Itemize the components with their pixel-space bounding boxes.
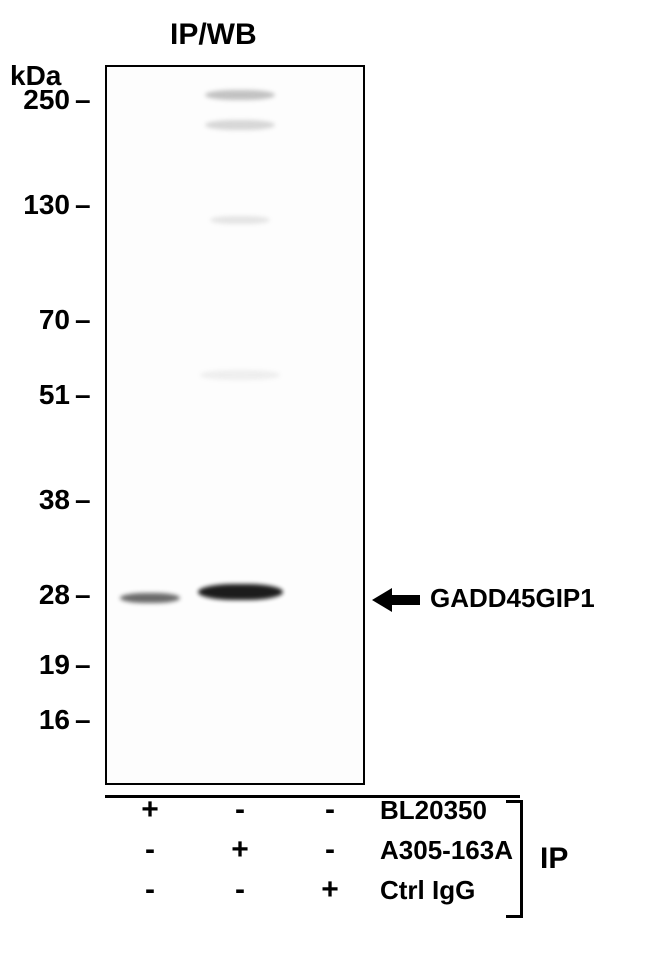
mark-r0-c0: +	[135, 793, 165, 827]
ip-antibody-0: BL20350	[380, 795, 487, 826]
mw-tick-28: –	[75, 579, 91, 611]
mw-tick-70: –	[75, 304, 91, 336]
blot-membrane	[105, 65, 365, 785]
mw-tick-19: –	[75, 649, 91, 681]
mw-marker-19: 19	[10, 649, 70, 681]
arrow-shaft	[392, 595, 420, 605]
band-1	[198, 584, 283, 600]
mark-r1-c1: +	[225, 833, 255, 867]
mw-tick-16: –	[75, 704, 91, 736]
band-5	[200, 370, 280, 380]
mw-marker-28: 28	[10, 579, 70, 611]
figure-container: IP/WB kDa GADD45GIP1 IP 250–130–70–51–38…	[0, 0, 650, 954]
band-4	[210, 216, 270, 224]
mark-r2-c2: +	[315, 873, 345, 907]
figure-title: IP/WB	[170, 18, 257, 52]
ip-antibody-2: Ctrl IgG	[380, 875, 475, 906]
mw-marker-51: 51	[10, 379, 70, 411]
mark-r1-c0: -	[135, 833, 165, 867]
mark-r1-c2: -	[315, 833, 345, 867]
band-2	[205, 90, 275, 100]
ip-antibody-1: A305-163A	[380, 835, 513, 866]
ip-group-label: IP	[540, 842, 568, 876]
band-3	[205, 120, 275, 130]
target-protein-label: GADD45GIP1	[430, 583, 595, 614]
ip-bracket-top	[506, 800, 523, 803]
mw-tick-38: –	[75, 484, 91, 516]
ip-bracket-vertical	[520, 800, 523, 915]
mark-r2-c0: -	[135, 873, 165, 907]
mw-tick-130: –	[75, 189, 91, 221]
arrow-head-icon	[372, 588, 392, 612]
band-0	[120, 593, 180, 603]
mw-marker-16: 16	[10, 704, 70, 736]
mw-tick-51: –	[75, 379, 91, 411]
mark-r0-c1: -	[225, 793, 255, 827]
mark-r2-c1: -	[225, 873, 255, 907]
mw-marker-250: 250	[10, 84, 70, 116]
mw-tick-250: –	[75, 84, 91, 116]
mw-marker-130: 130	[10, 189, 70, 221]
mw-marker-38: 38	[10, 484, 70, 516]
mw-marker-70: 70	[10, 304, 70, 336]
mark-r0-c2: -	[315, 793, 345, 827]
ip-bracket-bottom	[506, 915, 523, 918]
